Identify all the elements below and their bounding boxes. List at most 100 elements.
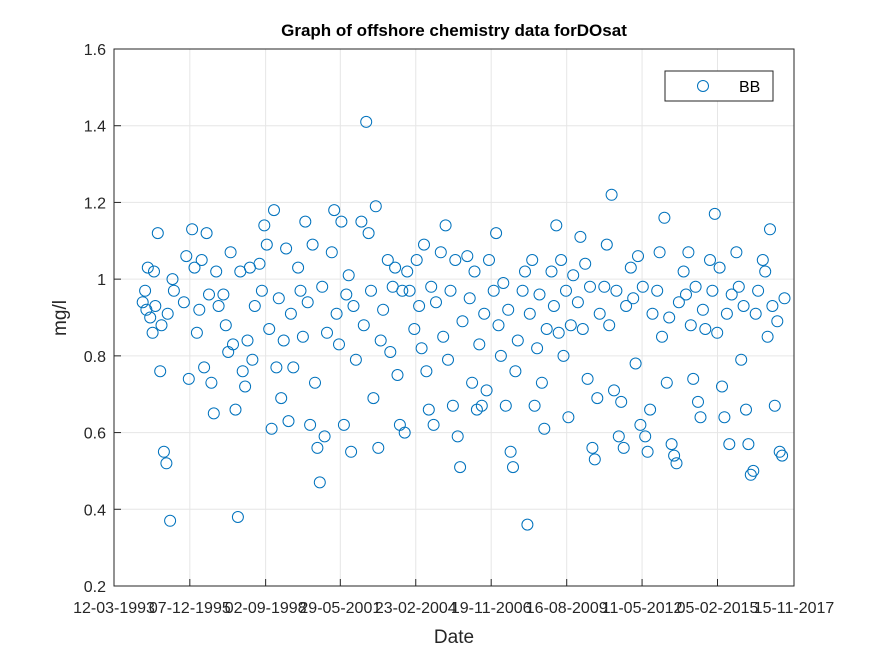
data-point xyxy=(487,284,500,297)
data-point xyxy=(632,250,644,263)
data-point xyxy=(321,326,333,339)
data-point xyxy=(210,265,223,278)
data-point xyxy=(374,334,387,347)
data-point xyxy=(422,403,435,416)
data-point xyxy=(663,311,676,324)
data-point xyxy=(586,441,599,454)
data-point xyxy=(759,265,772,278)
data-point xyxy=(766,300,779,312)
data-point xyxy=(723,438,736,451)
data-point xyxy=(205,376,218,389)
data-point xyxy=(437,330,450,343)
data-point xyxy=(466,376,479,389)
data-point xyxy=(246,353,259,366)
data-point xyxy=(730,246,743,259)
y-tick-label: 0.6 xyxy=(84,426,106,443)
y-tick-label: 1 xyxy=(97,272,106,289)
data-point xyxy=(463,292,476,305)
data-point xyxy=(668,449,681,462)
data-point xyxy=(519,265,531,278)
data-point xyxy=(149,300,162,312)
data-point xyxy=(377,303,390,316)
legend-marker xyxy=(697,80,709,92)
data-point xyxy=(239,380,252,393)
data-point xyxy=(461,250,474,263)
data-point xyxy=(627,292,640,305)
data-point xyxy=(656,330,668,343)
data-point xyxy=(212,300,225,312)
data-point xyxy=(492,319,505,332)
data-point xyxy=(473,338,486,351)
data-point xyxy=(545,265,558,278)
data-point xyxy=(653,246,666,259)
data-point xyxy=(706,284,719,297)
data-point xyxy=(335,215,348,228)
data-point xyxy=(330,307,343,320)
data-point xyxy=(167,284,180,297)
data-point xyxy=(639,430,652,443)
data-point xyxy=(555,254,568,266)
data-point xyxy=(231,511,244,523)
data-point xyxy=(337,418,350,431)
data-point xyxy=(771,315,784,328)
data-point xyxy=(144,311,157,324)
data-point xyxy=(207,407,220,420)
data-point xyxy=(136,296,149,309)
x-tick-label: 02-09-1998 xyxy=(225,600,307,617)
data-point xyxy=(560,284,572,297)
data-point xyxy=(227,338,239,351)
data-point xyxy=(658,211,671,224)
data-point xyxy=(552,326,565,339)
data-point xyxy=(200,227,213,240)
data-point xyxy=(778,292,791,305)
data-point xyxy=(571,296,584,309)
data-point xyxy=(355,215,368,228)
data-point xyxy=(740,403,752,416)
data-point xyxy=(349,353,362,366)
data-point xyxy=(494,349,507,362)
y-tick-label: 1.2 xyxy=(84,195,106,212)
data-point xyxy=(160,457,173,470)
data-point xyxy=(704,254,716,266)
data-point xyxy=(372,441,385,454)
plot-frame xyxy=(113,48,795,587)
data-point xyxy=(742,438,755,451)
data-point xyxy=(624,261,637,274)
data-point xyxy=(646,307,659,320)
data-point xyxy=(711,326,724,339)
data-point xyxy=(219,319,232,332)
data-point xyxy=(282,415,295,428)
data-point xyxy=(164,514,177,527)
data-point xyxy=(490,227,503,240)
data-point xyxy=(292,261,305,274)
data-point xyxy=(415,342,428,355)
data-point xyxy=(342,269,355,282)
data-point xyxy=(692,395,704,408)
data-point xyxy=(306,238,319,251)
data-point xyxy=(258,219,271,232)
x-tick-label: 15-11-2017 xyxy=(754,600,835,617)
data-point xyxy=(272,292,285,305)
data-point xyxy=(696,303,709,316)
data-point xyxy=(579,257,592,270)
data-point xyxy=(347,300,360,312)
data-point xyxy=(526,254,539,266)
data-point xyxy=(768,399,781,412)
data-point xyxy=(456,315,469,328)
x-tick-label: 16-08-2009 xyxy=(526,600,608,617)
data-point xyxy=(499,399,512,412)
data-point xyxy=(521,518,534,531)
data-point xyxy=(203,288,215,301)
data-point xyxy=(516,284,529,297)
data-point xyxy=(617,441,630,454)
data-point xyxy=(420,365,433,378)
data-point xyxy=(615,395,628,408)
data-point xyxy=(732,280,745,293)
y-tick-label: 1.4 xyxy=(84,119,106,136)
data-point xyxy=(304,418,317,431)
data-point xyxy=(224,246,237,259)
data-point xyxy=(773,445,786,458)
data-point xyxy=(454,461,467,474)
data-point xyxy=(180,250,193,263)
data-point xyxy=(318,430,331,443)
